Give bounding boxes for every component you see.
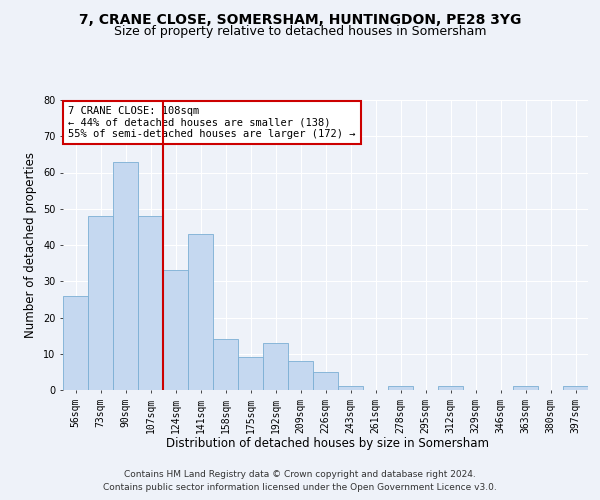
Bar	[63, 296, 88, 390]
Y-axis label: Number of detached properties: Number of detached properties	[25, 152, 37, 338]
Bar	[338, 386, 363, 390]
Text: 7, CRANE CLOSE, SOMERSHAM, HUNTINGDON, PE28 3YG: 7, CRANE CLOSE, SOMERSHAM, HUNTINGDON, P…	[79, 12, 521, 26]
Bar	[163, 270, 188, 390]
Bar	[388, 386, 413, 390]
Bar	[238, 358, 263, 390]
Bar	[438, 386, 463, 390]
Bar	[138, 216, 163, 390]
Text: Contains public sector information licensed under the Open Government Licence v3: Contains public sector information licen…	[103, 484, 497, 492]
Bar	[88, 216, 113, 390]
Bar	[188, 234, 213, 390]
Bar	[313, 372, 338, 390]
Text: Distribution of detached houses by size in Somersham: Distribution of detached houses by size …	[166, 438, 488, 450]
Text: Size of property relative to detached houses in Somersham: Size of property relative to detached ho…	[114, 25, 486, 38]
Bar	[563, 386, 588, 390]
Bar	[513, 386, 538, 390]
Text: 7 CRANE CLOSE: 108sqm
← 44% of detached houses are smaller (138)
55% of semi-det: 7 CRANE CLOSE: 108sqm ← 44% of detached …	[68, 106, 356, 139]
Text: Contains HM Land Registry data © Crown copyright and database right 2024.: Contains HM Land Registry data © Crown c…	[124, 470, 476, 479]
Bar	[113, 162, 138, 390]
Bar	[263, 343, 288, 390]
Bar	[213, 339, 238, 390]
Bar	[288, 361, 313, 390]
